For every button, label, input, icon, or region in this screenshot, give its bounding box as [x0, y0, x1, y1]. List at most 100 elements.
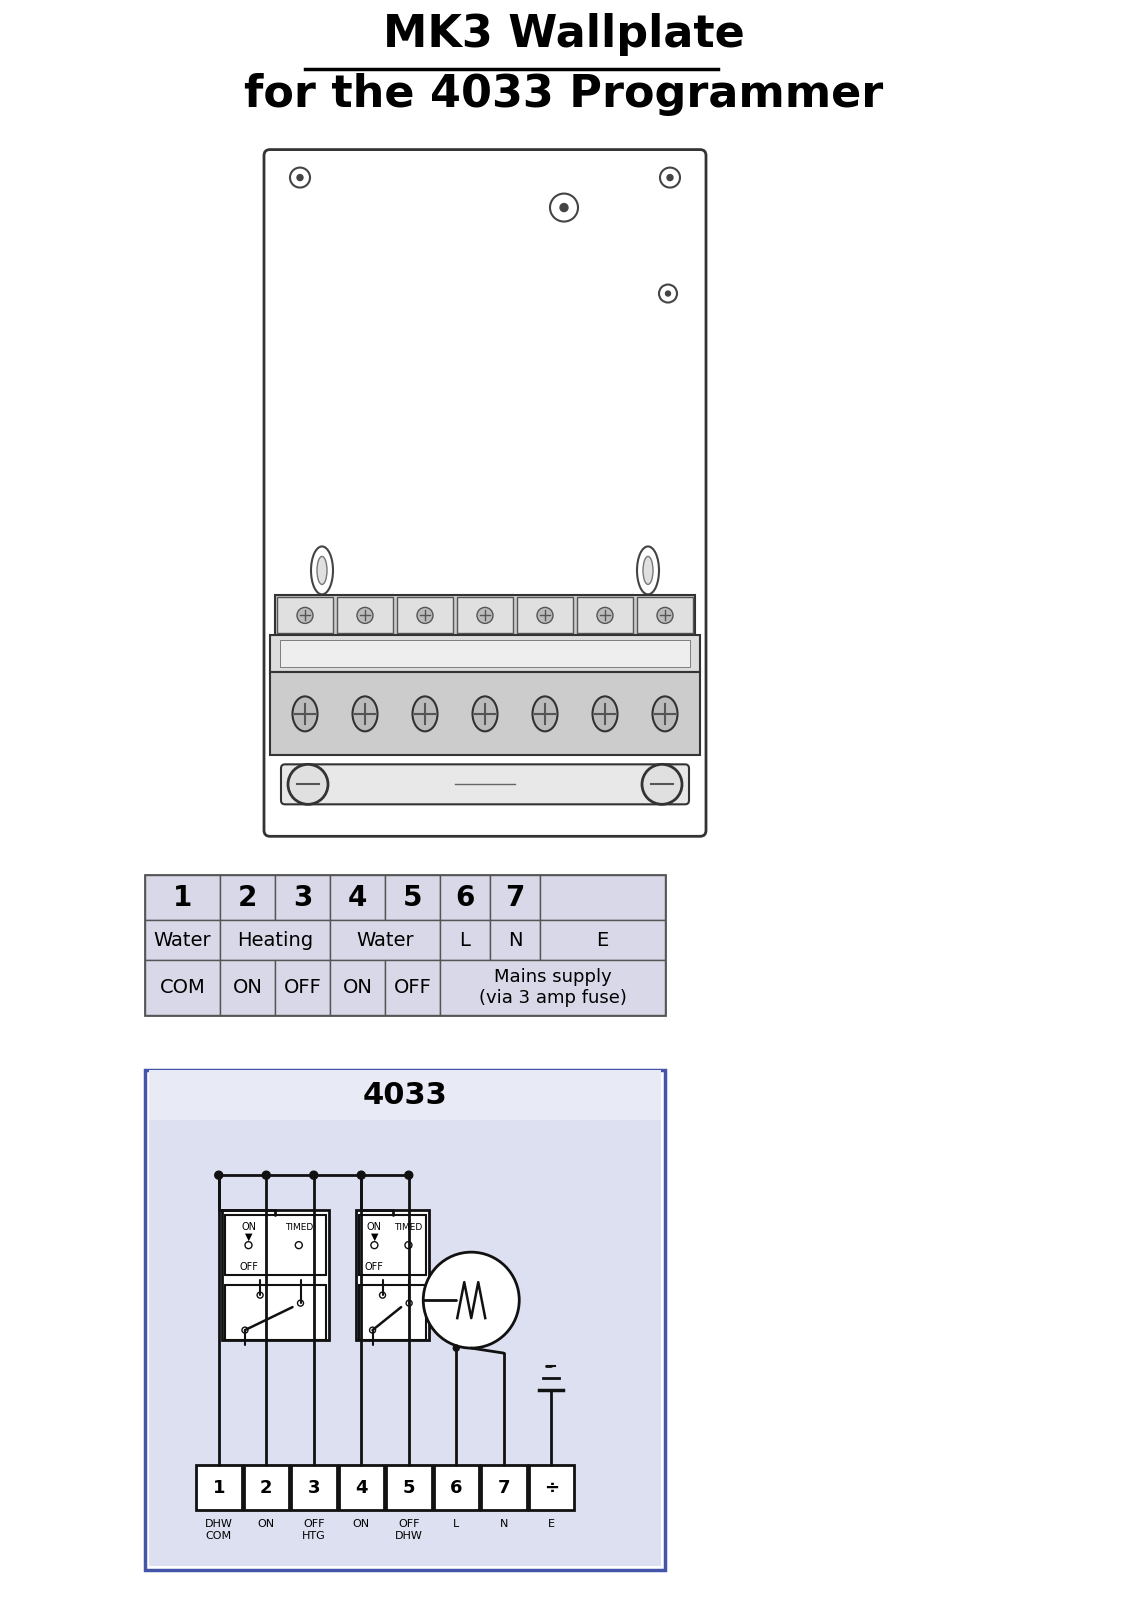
- Text: 2: 2: [238, 884, 257, 913]
- Bar: [338, 1465, 384, 1510]
- Text: Water: Water: [356, 930, 414, 949]
- Bar: [146, 921, 220, 961]
- Bar: [244, 1465, 289, 1510]
- Ellipse shape: [592, 696, 617, 732]
- Text: 5: 5: [403, 1479, 415, 1497]
- Text: N: N: [500, 1519, 508, 1529]
- Ellipse shape: [292, 696, 317, 732]
- Circle shape: [423, 1252, 519, 1348]
- Bar: [277, 597, 333, 634]
- Bar: [440, 921, 490, 961]
- Bar: [337, 597, 393, 634]
- Circle shape: [666, 291, 670, 296]
- Text: HTG: HTG: [302, 1531, 326, 1542]
- Bar: [224, 1215, 326, 1274]
- Circle shape: [642, 764, 682, 804]
- Bar: [291, 1465, 336, 1510]
- Bar: [331, 921, 440, 961]
- Bar: [540, 921, 666, 961]
- Bar: [149, 1074, 661, 1566]
- Circle shape: [405, 1242, 412, 1249]
- Text: COM: COM: [160, 978, 205, 997]
- Bar: [433, 1465, 479, 1510]
- Ellipse shape: [352, 696, 378, 732]
- FancyBboxPatch shape: [281, 764, 689, 804]
- Circle shape: [356, 607, 373, 623]
- Circle shape: [214, 1172, 222, 1180]
- Circle shape: [406, 1300, 412, 1306]
- Text: E: E: [597, 930, 609, 949]
- Text: TIMED: TIMED: [284, 1223, 312, 1231]
- Circle shape: [297, 175, 303, 181]
- Ellipse shape: [532, 696, 557, 732]
- Bar: [397, 597, 453, 634]
- Circle shape: [371, 1242, 378, 1249]
- Bar: [578, 597, 633, 634]
- Ellipse shape: [473, 696, 497, 732]
- Bar: [222, 1210, 328, 1340]
- Circle shape: [453, 1345, 459, 1351]
- Text: for the 4033 Programmer: for the 4033 Programmer: [245, 72, 883, 115]
- Text: OFF: OFF: [394, 978, 431, 997]
- Text: ON: ON: [343, 978, 372, 997]
- Bar: [490, 921, 540, 961]
- Text: DHW: DHW: [205, 1519, 232, 1529]
- Text: 2: 2: [259, 1479, 273, 1497]
- Circle shape: [417, 607, 433, 623]
- Bar: [146, 876, 666, 1015]
- Bar: [149, 1069, 661, 1121]
- Bar: [440, 961, 666, 1015]
- Text: ÷: ÷: [544, 1479, 558, 1497]
- Circle shape: [241, 1327, 248, 1334]
- Text: ON: ON: [232, 978, 263, 997]
- Circle shape: [262, 1172, 271, 1180]
- Text: 3: 3: [308, 1479, 320, 1497]
- Text: Water: Water: [153, 930, 211, 949]
- Circle shape: [660, 764, 676, 780]
- Circle shape: [405, 1172, 413, 1180]
- Ellipse shape: [652, 696, 678, 732]
- Bar: [220, 961, 275, 1015]
- Circle shape: [477, 607, 493, 623]
- Circle shape: [288, 764, 328, 804]
- Bar: [356, 1210, 429, 1340]
- Text: 4: 4: [355, 1479, 368, 1497]
- Bar: [275, 596, 695, 636]
- Bar: [386, 1465, 432, 1510]
- Text: 1: 1: [173, 884, 192, 913]
- Bar: [540, 876, 666, 921]
- Bar: [637, 597, 693, 634]
- Text: OFF: OFF: [239, 1262, 258, 1273]
- Circle shape: [550, 194, 578, 221]
- Bar: [270, 636, 700, 672]
- Circle shape: [296, 1242, 302, 1249]
- Circle shape: [290, 168, 310, 187]
- Bar: [275, 876, 331, 921]
- Circle shape: [358, 1172, 365, 1180]
- Text: TIMED: TIMED: [395, 1223, 423, 1231]
- Bar: [220, 876, 275, 921]
- Text: 3: 3: [293, 884, 312, 913]
- Circle shape: [298, 1300, 303, 1306]
- Bar: [481, 1465, 527, 1510]
- Text: L: L: [453, 1519, 459, 1529]
- Circle shape: [660, 168, 680, 187]
- Text: Mains supply
(via 3 amp fuse): Mains supply (via 3 amp fuse): [478, 969, 626, 1007]
- Bar: [440, 876, 490, 921]
- Bar: [385, 961, 440, 1015]
- Text: 6: 6: [456, 884, 475, 913]
- Ellipse shape: [317, 557, 327, 584]
- Text: 7: 7: [505, 884, 525, 913]
- Text: 7: 7: [497, 1479, 510, 1497]
- Ellipse shape: [413, 696, 438, 732]
- Bar: [385, 876, 440, 921]
- Circle shape: [245, 1242, 252, 1249]
- Bar: [220, 921, 331, 961]
- Ellipse shape: [637, 546, 659, 594]
- FancyBboxPatch shape: [264, 149, 706, 836]
- Text: ON: ON: [367, 1222, 382, 1233]
- Circle shape: [537, 607, 553, 623]
- Bar: [529, 1465, 574, 1510]
- Bar: [517, 597, 573, 634]
- Circle shape: [310, 1172, 318, 1180]
